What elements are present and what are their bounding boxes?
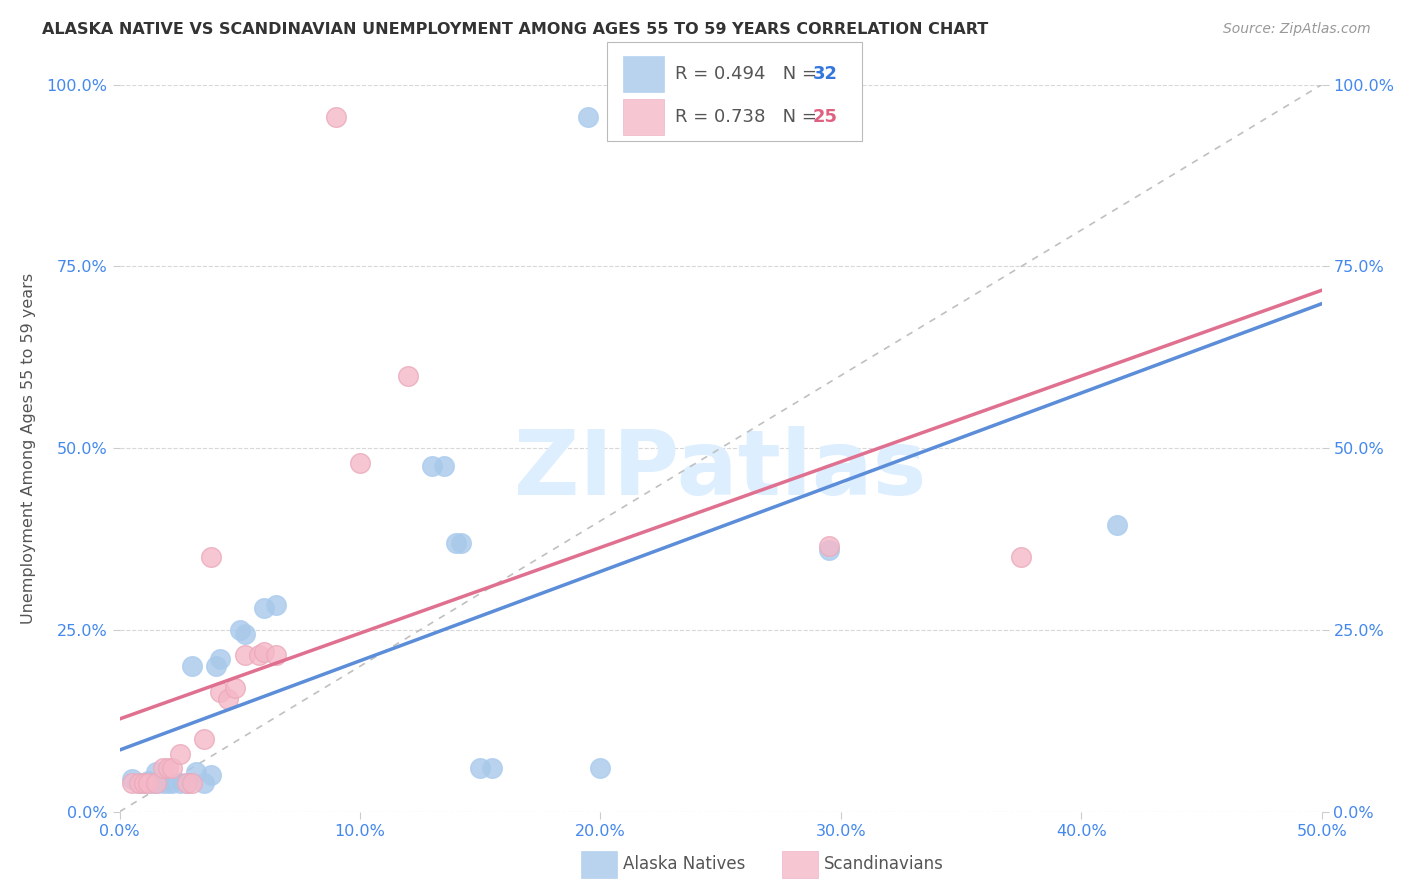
Text: R = 0.738   N =: R = 0.738 N = [675,108,823,126]
Point [176,775,198,789]
Point [180,659,202,673]
Point [139,775,162,789]
Point [224,681,246,695]
Text: Alaska Natives: Alaska Natives [623,855,745,873]
Point [325,111,347,125]
Point [468,761,492,775]
Text: R = 0.494   N =: R = 0.494 N = [675,65,823,83]
Point [247,648,270,663]
Point [162,775,184,789]
Point [228,623,252,637]
Point [156,761,179,775]
Point [180,775,202,789]
Point [233,626,256,640]
Point [396,368,419,383]
Point [204,659,226,673]
Point [193,775,215,789]
Point [481,761,503,775]
Point [253,645,276,659]
Point [264,648,287,663]
Point [217,692,239,706]
Text: Scandinavians: Scandinavians [824,855,943,873]
Point [349,456,371,470]
Text: ZIPatlas: ZIPatlas [515,426,927,514]
Point [121,772,143,786]
Y-axis label: Unemployment Among Ages 55 to 59 years: Unemployment Among Ages 55 to 59 years [21,273,35,624]
Point [193,731,215,746]
Point [444,535,467,549]
Point [169,775,191,789]
Point [1010,550,1032,565]
Text: 25: 25 [813,108,838,126]
Text: ALASKA NATIVE VS SCANDINAVIAN UNEMPLOYMENT AMONG AGES 55 TO 59 YEARS CORRELATION: ALASKA NATIVE VS SCANDINAVIAN UNEMPLOYME… [42,22,988,37]
Point [450,535,472,549]
Point [128,775,150,789]
Point [145,775,167,789]
Point [145,775,167,789]
Point [152,761,174,775]
Point [138,775,160,789]
Point [132,775,155,789]
Point [145,764,167,779]
Point [162,761,184,775]
Point [420,459,443,474]
Point [132,775,155,789]
Point [200,550,222,565]
Point [186,764,208,779]
Point [576,111,599,125]
Point [156,775,179,789]
Point [152,775,174,789]
Point [589,761,612,775]
Point [264,598,287,612]
Point [433,459,456,474]
Point [253,601,276,615]
Point [817,540,839,554]
Point [209,652,232,666]
Point [121,775,143,789]
Text: Source: ZipAtlas.com: Source: ZipAtlas.com [1223,22,1371,37]
Point [138,774,160,789]
Text: 32: 32 [813,65,838,83]
Point [1107,517,1129,532]
Point [200,768,222,782]
Point [233,648,256,663]
Point [209,685,232,699]
Point [128,775,150,789]
Point [817,543,839,558]
Point [176,775,198,789]
Point [169,747,191,761]
